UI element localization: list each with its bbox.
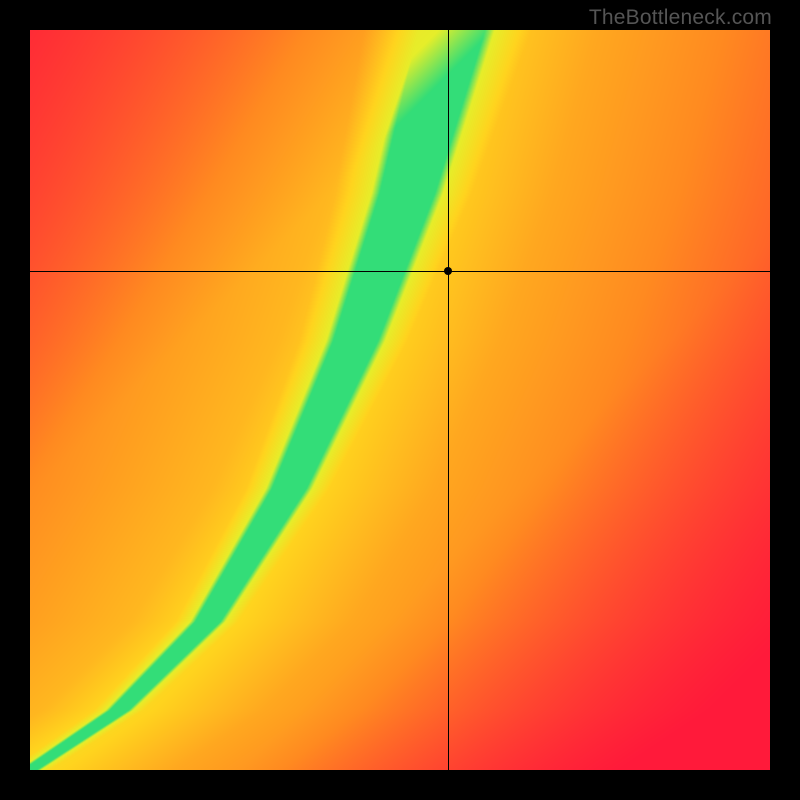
heatmap-canvas (30, 30, 770, 770)
watermark-text: TheBottleneck.com (589, 6, 772, 30)
crosshair-horizontal (30, 271, 770, 272)
heatmap-plot (30, 30, 770, 770)
crosshair-marker (444, 267, 452, 275)
crosshair-vertical (448, 30, 449, 770)
